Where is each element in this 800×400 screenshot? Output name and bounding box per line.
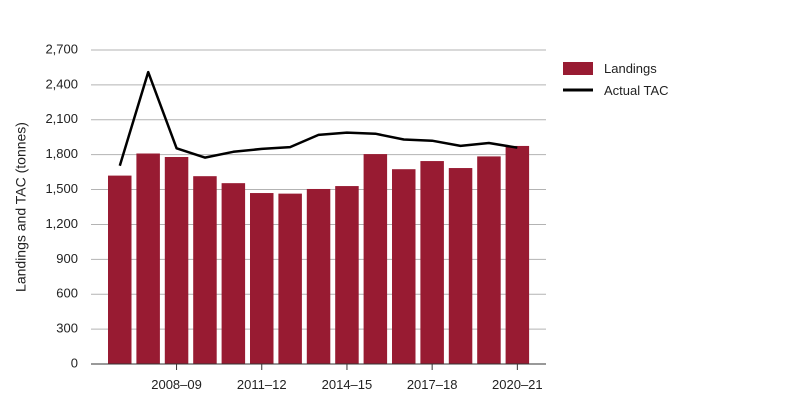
tac-line-layer xyxy=(118,70,518,167)
landings-bar-2011–12 xyxy=(250,193,274,364)
y-tick-labels: 0 300 600 900 1,200 1,500 1,800 2,100 2,400 2,700 xyxy=(45,41,78,370)
landings-bar-2013–14 xyxy=(306,188,331,364)
landings-bar-2010–11 xyxy=(221,183,246,364)
landings-bar-2016–17 xyxy=(392,169,416,364)
x-tick-label: 2020–21 xyxy=(492,377,543,392)
landings-bar-2017–18 xyxy=(420,161,444,364)
landings-bar-2012–13 xyxy=(278,193,302,364)
y-tick-label: 2,400 xyxy=(45,76,78,91)
landings-bar-2018–19 xyxy=(448,168,473,364)
landings-bar-2006–07 xyxy=(108,175,132,364)
x-tick-label: 2011–12 xyxy=(237,377,287,392)
legend-landings-label: Landings xyxy=(604,61,657,76)
landings-bars xyxy=(108,145,530,364)
landings-bar-2008–09 xyxy=(164,156,189,364)
landings-bar-2015–16 xyxy=(363,154,388,364)
x-tick-label: 2008–09 xyxy=(151,377,202,392)
actual-tac-line xyxy=(118,70,518,167)
y-tick-label: 300 xyxy=(56,321,78,336)
landings-bar-2007–08 xyxy=(136,153,160,364)
x-tick-label: 2017–18 xyxy=(407,377,458,392)
legend-landings-swatch xyxy=(563,62,593,75)
y-tick-label: 2,100 xyxy=(45,111,78,126)
y-tick-label: 900 xyxy=(56,251,78,266)
axes xyxy=(91,363,546,370)
y-tick-label: 2,700 xyxy=(45,41,78,56)
y-tick-label: 1,500 xyxy=(45,181,78,196)
landings-bar-2019–20 xyxy=(477,156,501,364)
y-axis-title: Landings and TAC (tonnes) xyxy=(13,122,29,292)
x-tick-label: 2014–15 xyxy=(322,377,373,392)
y-tick-label: 1,200 xyxy=(45,216,78,231)
y-tick-label: 0 xyxy=(71,355,78,370)
y-tick-label: 600 xyxy=(56,286,78,301)
landings-bar-2014–15 xyxy=(335,186,359,364)
legend-tac-label: Actual TAC xyxy=(604,83,669,98)
landings-bar-2009–10 xyxy=(193,176,217,364)
landings-bar-2020–21 xyxy=(505,145,530,364)
x-tick-labels: 2008–09 2011–12 2014–15 2017–18 2020–21 xyxy=(151,377,542,392)
legend: Landings Actual TAC xyxy=(563,61,669,98)
y-tick-label: 1,800 xyxy=(45,146,78,161)
